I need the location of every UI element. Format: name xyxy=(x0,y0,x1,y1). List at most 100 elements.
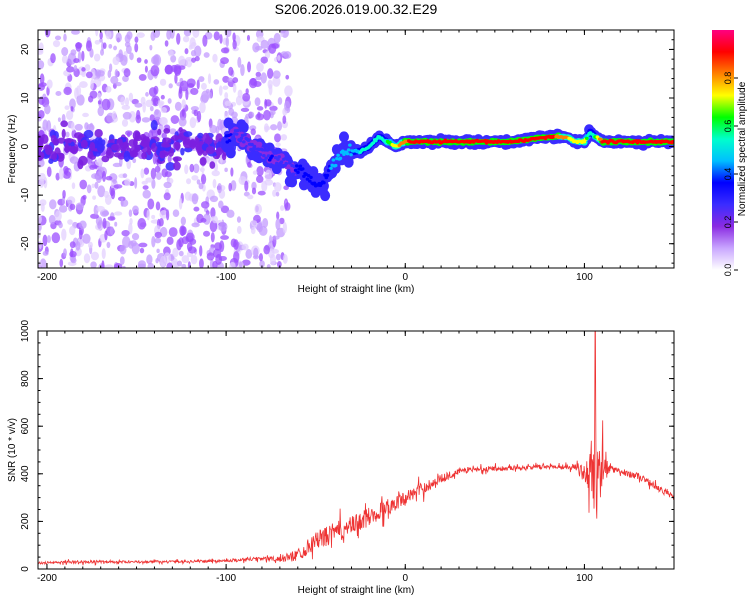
ridge-segment xyxy=(241,140,246,144)
noise-blob xyxy=(207,73,212,85)
noise-blob xyxy=(101,248,106,260)
noise-blob xyxy=(44,104,51,115)
band-blob xyxy=(83,129,94,139)
noise-blob xyxy=(222,75,230,83)
noise-blob xyxy=(70,121,75,131)
noise-blob xyxy=(182,35,190,43)
y-tick-label: 1000 xyxy=(20,319,31,342)
noise-blob xyxy=(264,99,272,107)
noise-blob xyxy=(90,261,97,268)
noise-blob xyxy=(263,245,270,255)
noise-blob xyxy=(210,207,216,219)
noise-blob xyxy=(75,42,83,49)
noise-blob xyxy=(277,121,283,131)
noise-blob xyxy=(230,167,234,177)
noise-blob xyxy=(70,49,77,56)
noise-blob xyxy=(167,98,172,104)
band-blob xyxy=(116,138,123,147)
noise-blob xyxy=(151,214,156,220)
noise-blob xyxy=(69,225,76,236)
noise-blob xyxy=(235,95,243,106)
noise-blob xyxy=(101,98,111,111)
noise-blob xyxy=(155,258,159,264)
band-blob xyxy=(60,120,68,128)
noise-blob xyxy=(143,167,150,175)
ridge-segment xyxy=(286,168,291,173)
noise-blob xyxy=(121,119,129,127)
noise-blob xyxy=(44,30,51,38)
noise-blob xyxy=(220,47,230,54)
noise-blob xyxy=(92,195,97,200)
noise-blob xyxy=(78,229,83,240)
noise-blob xyxy=(46,235,51,243)
noise-blob xyxy=(181,255,190,264)
noise-blob xyxy=(99,31,103,40)
noise-blob xyxy=(121,104,131,110)
noise-blob xyxy=(166,209,170,221)
ridge-segment xyxy=(584,136,589,141)
ridge-segment xyxy=(295,164,299,168)
noise-blob xyxy=(95,30,99,37)
noise-blob xyxy=(247,161,252,168)
ridge-segment xyxy=(234,132,239,136)
noise-blob xyxy=(220,235,230,240)
noise-blob xyxy=(145,177,153,183)
noise-blob xyxy=(38,172,46,182)
noise-blob xyxy=(213,248,222,258)
noise-blob xyxy=(236,225,242,235)
noise-blob xyxy=(122,265,126,268)
noise-blob xyxy=(109,226,114,236)
noise-blob xyxy=(138,73,147,81)
noise-blob xyxy=(285,74,290,80)
band-blob xyxy=(159,150,166,159)
noise-blob xyxy=(269,105,278,112)
noise-blob xyxy=(236,216,242,223)
band-blob xyxy=(183,147,193,153)
noise-blob xyxy=(257,190,266,196)
noise-blob xyxy=(149,114,155,122)
y-tick-label: 0 xyxy=(20,143,31,149)
noise-blob xyxy=(154,231,163,239)
noise-blob xyxy=(240,107,250,112)
noise-blob xyxy=(169,128,177,135)
noise-blob xyxy=(242,92,251,102)
band-blob xyxy=(44,144,53,156)
noise-blob xyxy=(206,252,215,261)
noise-blob xyxy=(61,228,67,241)
spectrogram-frame xyxy=(37,29,675,269)
noise-blob xyxy=(232,39,237,50)
noise-blob xyxy=(99,38,103,43)
y-tick-label: 10 xyxy=(20,92,31,104)
colorbar-bar xyxy=(712,30,734,270)
noise-blob xyxy=(194,56,200,62)
noise-blob xyxy=(97,185,106,198)
noise-blob xyxy=(61,114,66,123)
noise-blob xyxy=(209,195,219,203)
noise-blob xyxy=(170,115,180,124)
noise-blob xyxy=(128,92,134,102)
noise-blob xyxy=(250,226,256,235)
band-blob xyxy=(128,139,138,148)
noise-blob xyxy=(161,168,168,178)
noise-blob xyxy=(208,91,213,99)
noise-blob xyxy=(144,65,148,73)
noise-blob xyxy=(254,203,263,215)
noise-blob xyxy=(176,32,181,45)
noise-blob xyxy=(284,202,291,211)
x-tick-label: -100 xyxy=(216,272,236,283)
noise-blob xyxy=(274,133,281,143)
ridge-segment xyxy=(238,139,243,143)
noise-blob xyxy=(193,206,200,212)
noise-blob xyxy=(81,50,85,62)
ridge-segment xyxy=(289,160,293,164)
noise-blob xyxy=(283,51,292,59)
noise-blob xyxy=(254,97,261,107)
chart-title: S206.2026.019.00.32.E29 xyxy=(275,1,438,17)
noise-blob xyxy=(93,53,101,62)
noise-blob xyxy=(66,66,75,73)
noise-blob xyxy=(90,251,99,261)
noise-blob xyxy=(42,119,49,131)
noise-blob xyxy=(212,178,217,189)
noise-blob xyxy=(110,187,116,200)
